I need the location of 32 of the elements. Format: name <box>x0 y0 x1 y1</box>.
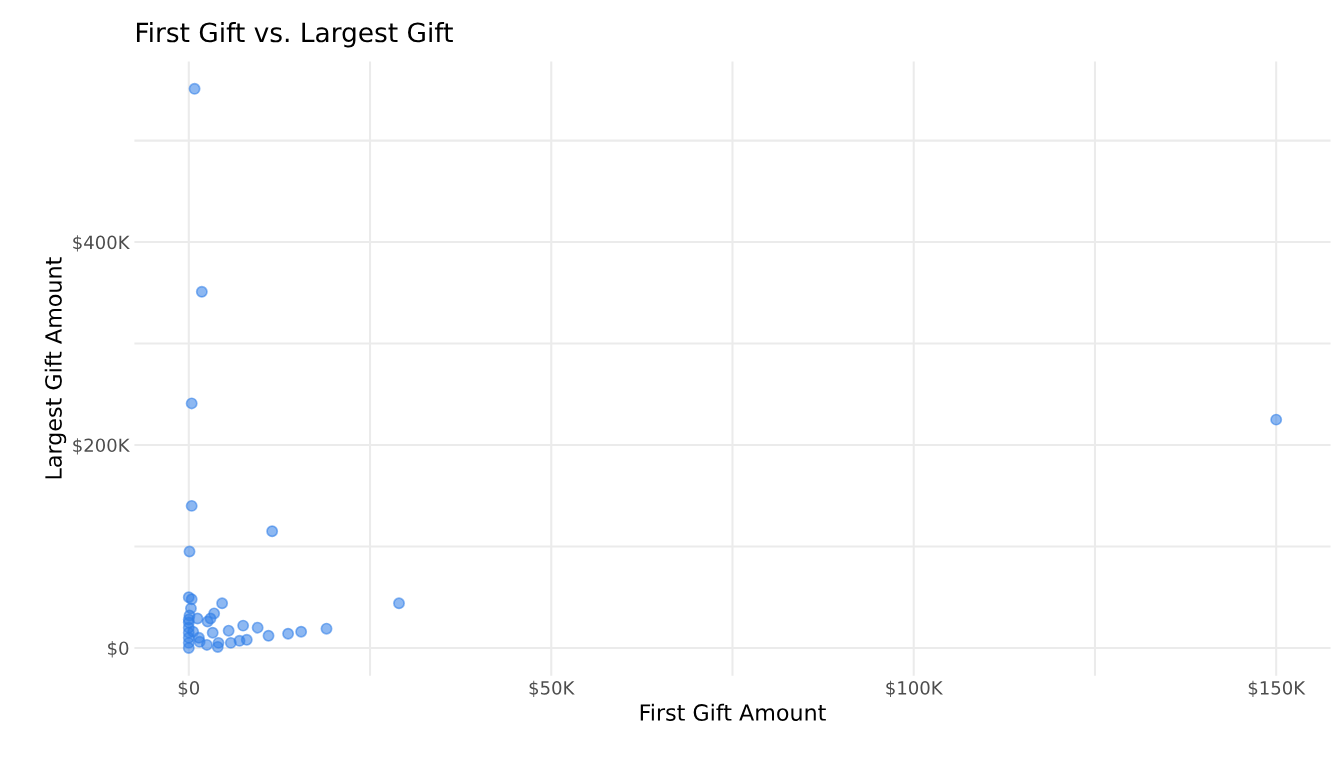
point <box>1270 413 1283 426</box>
x-tick-label: $150K <box>1248 680 1306 698</box>
point <box>320 622 333 635</box>
point <box>216 597 229 610</box>
chart-title: First Gift vs. Largest Gift <box>136 21 453 48</box>
point <box>282 627 295 640</box>
y-tick-label: $200K <box>73 438 130 455</box>
point <box>188 82 201 95</box>
point <box>237 619 250 632</box>
point <box>183 545 196 558</box>
point <box>262 629 275 642</box>
point <box>187 625 200 638</box>
point <box>266 525 279 538</box>
x-tick-label: $100K <box>886 680 943 698</box>
y-tick-label: $400K <box>73 235 130 252</box>
point <box>200 638 213 651</box>
point <box>206 626 219 639</box>
point <box>251 621 264 634</box>
point <box>393 597 405 610</box>
point <box>222 624 235 637</box>
point <box>182 641 195 654</box>
y-tick-label: $0 <box>108 641 129 658</box>
point <box>295 625 308 638</box>
point <box>211 640 224 653</box>
point <box>224 636 237 649</box>
y-axis-title: Largest Gift Amount <box>44 257 67 479</box>
x-axis-title: First Gift Amount <box>640 703 826 721</box>
point <box>185 499 198 512</box>
point <box>195 285 208 298</box>
x-tick-label: $0 <box>178 680 200 698</box>
x-tick-label: $50K <box>529 680 575 698</box>
point <box>185 397 198 410</box>
